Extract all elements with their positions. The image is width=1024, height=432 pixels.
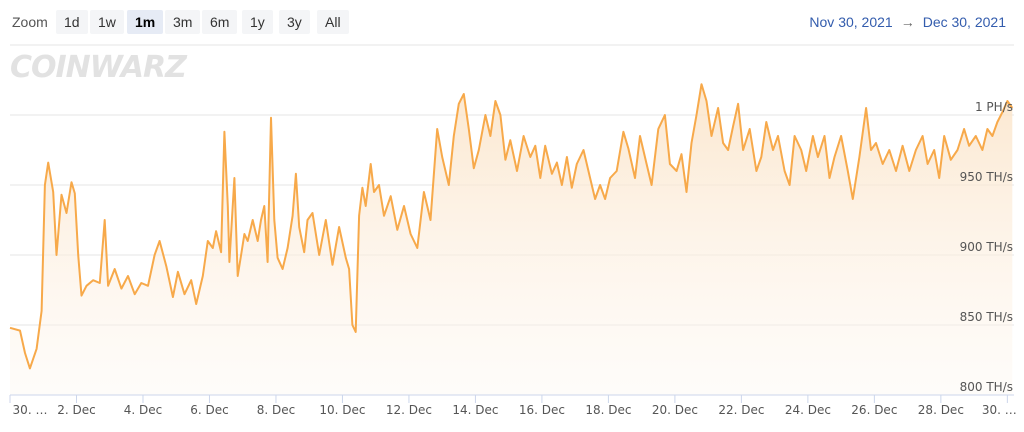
x-tick-label: 6. Dec [190,403,228,417]
date-range: Nov 30, 2021 → Dec 30, 2021 [809,14,1006,30]
x-tick-label: 4. Dec [124,403,162,417]
zoom-1y-button[interactable]: 1y [242,10,273,34]
x-tick-label: 18. Dec [585,403,631,417]
zoom-toolbar: Zoom 1d 1w 1m 3m 6m 1y 3y All Nov 30, 20… [0,8,1024,36]
x-tick-label: 28. Dec [918,403,964,417]
zoom-all-button[interactable]: All [317,10,349,34]
x-tick-label: 2. Dec [57,403,95,417]
zoom-1w-button[interactable]: 1w [90,10,124,34]
x-tick-label: 12. Dec [386,403,432,417]
zoom-1d-button[interactable]: 1d [56,10,88,34]
x-tick-label: 20. Dec [652,403,698,417]
zoom-1m-button[interactable]: 1m [127,10,164,34]
x-tick-label: 26. Dec [851,403,897,417]
zoom-3m-button[interactable]: 3m [165,10,201,34]
x-tick-label: 16. Dec [519,403,565,417]
y-axis-labels: 800 TH/s 850 TH/s 900 TH/s 950 TH/s 1 PH/s [960,100,1013,394]
y-tick-label: 950 TH/s [960,170,1013,184]
y-tick-label: 850 TH/s [960,310,1013,324]
x-tick-label: 30. … [13,403,48,417]
x-tick-label: 22. Dec [718,403,764,417]
zoom-6m-button[interactable]: 6m [202,10,238,34]
range-end-date[interactable]: Dec 30, 2021 [922,14,1006,30]
range-start-date[interactable]: Nov 30, 2021 [809,14,893,30]
range-arrow: → [900,14,915,30]
x-tick-label: 14. Dec [452,403,498,417]
y-tick-label: 1 PH/s [975,100,1013,114]
zoom-3y-button[interactable]: 3y [279,10,310,34]
x-tick-label: 10. Dec [319,403,365,417]
coinwarz-watermark-logo: COINWARZ [10,50,187,85]
y-tick-label: 800 TH/s [960,380,1013,394]
x-tick-label: 30. … [982,403,1017,417]
x-tick-label: 24. Dec [785,403,831,417]
zoom-label: Zoom [12,14,48,30]
series-line [9,83,1014,370]
x-tick-label: 8. Dec [257,403,295,417]
series-area [10,84,1013,395]
x-axis-ticks: 30. … 2. Dec 4. Dec 6. Dec 8. Dec 10. Dec 12. … [9,395,1017,417]
y-tick-label: 900 TH/s [960,240,1013,254]
